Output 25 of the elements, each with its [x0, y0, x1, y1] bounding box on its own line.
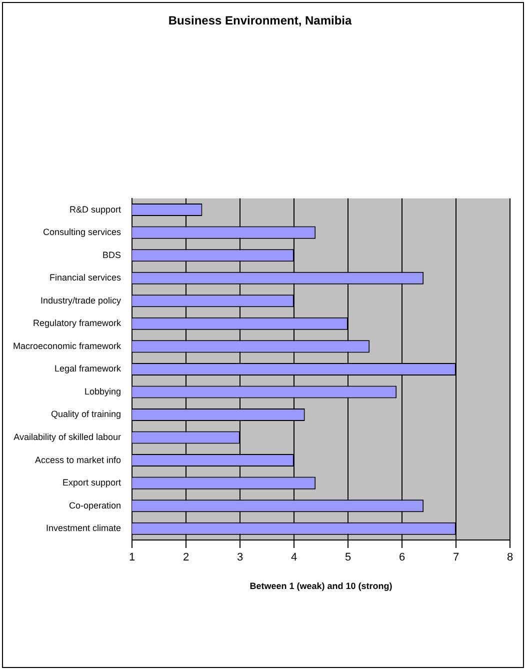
x-tick-label: 8 — [506, 552, 514, 564]
y-tick-label: BDS — [102, 250, 122, 260]
y-tick-label: Availability of skilled labour — [14, 432, 122, 442]
y-tick-label: Regulatory framework — [33, 318, 122, 328]
y-tick-label: Access to market info — [34, 454, 122, 465]
x-tick-label: 4 — [290, 552, 298, 564]
x-tick-label: 5 — [344, 552, 352, 564]
y-tick-label: Quality of training — [50, 409, 122, 420]
x-tick-label: 2 — [182, 552, 190, 564]
y-tick-label: Legal framework — [54, 364, 122, 374]
y-tick-label: Co-operation — [69, 500, 122, 510]
y-tick-label: Industry/trade policy — [40, 295, 122, 306]
x-tick-label: 6 — [398, 552, 406, 564]
y-tick-label: Macroeconomic framework — [13, 340, 122, 351]
x-axis-title: Between 1 (weak) and 10 (strong) — [250, 581, 392, 592]
x-tick-label: 3 — [236, 552, 244, 564]
y-tick-label: Consulting services — [42, 227, 122, 238]
y-tick-label: Financial services — [50, 272, 122, 283]
x-tick-label: 1 — [128, 552, 136, 564]
y-tick-label: Lobbying — [84, 386, 122, 396]
y-tick-label: Investment climate — [46, 523, 122, 534]
y-tick-label: R&D support — [70, 204, 122, 214]
x-tick-label: 7 — [452, 552, 460, 564]
y-tick-label: Export support — [62, 478, 122, 488]
chart-title: Business Environment, Namibia — [168, 14, 352, 28]
